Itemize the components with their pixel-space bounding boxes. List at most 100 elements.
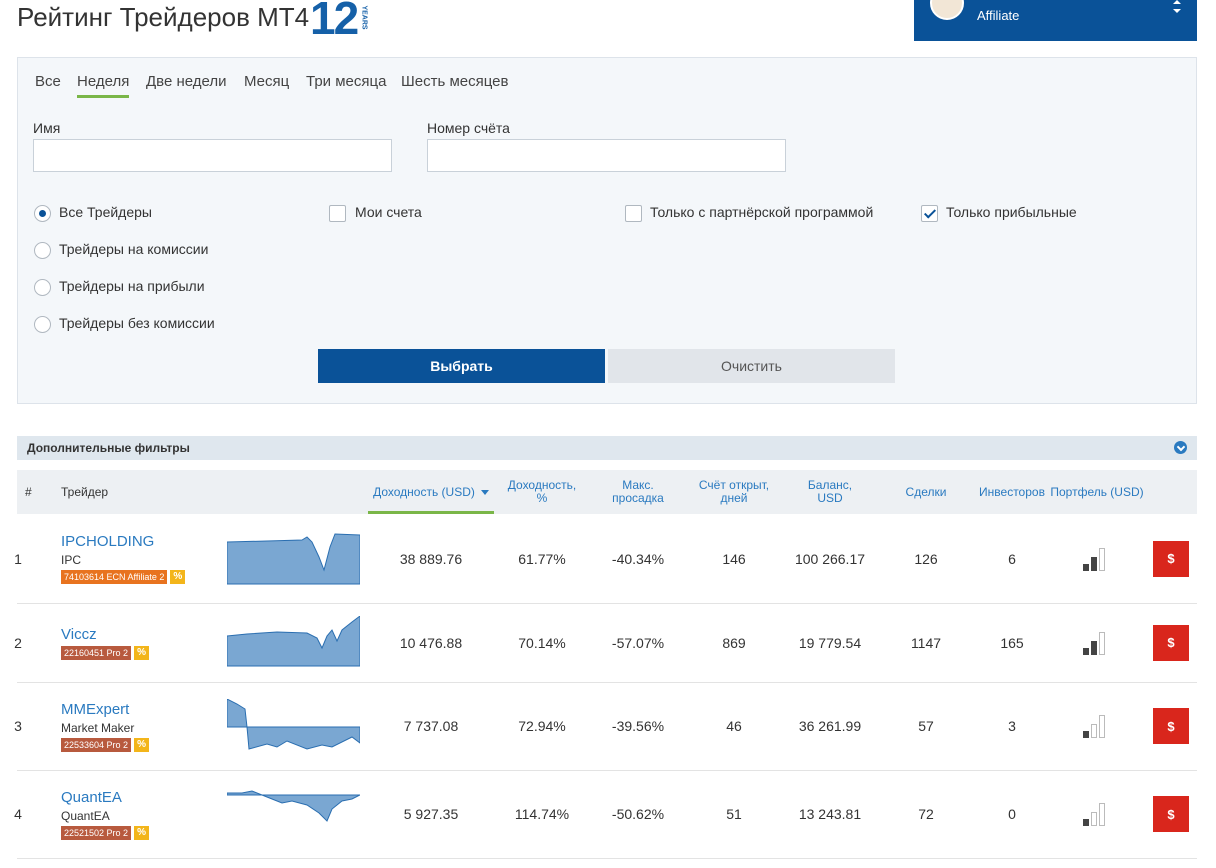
sparkline <box>227 699 360 750</box>
trader-subtitle: QuantEA <box>61 808 110 823</box>
radio[interactable] <box>34 242 51 259</box>
column-header[interactable]: Инвесторов <box>979 484 1045 499</box>
tab[interactable]: Месяц <box>244 73 290 90</box>
invest-button[interactable]: $ <box>1153 708 1189 744</box>
text-input[interactable] <box>33 139 392 172</box>
sparkline-area <box>227 615 360 666</box>
rank: 3 <box>14 718 22 734</box>
badges: 74103614 ECN Affiliate 2% <box>61 570 186 584</box>
portfolio-bar <box>1099 631 1105 655</box>
checkbox[interactable] <box>921 205 938 222</box>
invest-button[interactable]: $ <box>1153 796 1189 832</box>
percent-badge: % <box>134 737 149 752</box>
sparkline <box>227 532 360 584</box>
checkbox[interactable] <box>329 205 346 222</box>
column-header[interactable]: Сделки <box>905 484 947 499</box>
submit-button[interactable]: Выбрать <box>318 349 605 383</box>
percent-badge: % <box>134 825 149 840</box>
cell-profit: 7 737.08 <box>403 718 459 734</box>
column-header[interactable]: Счёт открыт, дней <box>698 478 770 505</box>
badges: 22521502 Pro 2% <box>61 825 149 840</box>
account-badge: 22160451 Pro 2 <box>61 645 132 660</box>
checkbox-label: Только с партнёрской программой <box>650 204 874 220</box>
radio[interactable] <box>34 205 51 222</box>
portfolio-bar <box>1091 556 1097 571</box>
cell-gain: 72.94% <box>518 718 566 734</box>
menu-arrows <box>1173 0 1181 13</box>
portfolio-bar <box>1083 647 1089 655</box>
checkbox-label: Мои счета <box>355 204 422 220</box>
cell-investors: 6 <box>1008 550 1016 567</box>
filter-panel: Все Неделя Две недели Месяц Три месяца Шесть … <box>17 57 1197 404</box>
portfolio-bar <box>1091 812 1097 826</box>
page-title: Рейтинг Трейдеров MT4 <box>17 2 310 32</box>
cell-gain: 70.14% <box>518 634 566 651</box>
field-label: Номер счёта <box>427 120 510 136</box>
tab[interactable]: Все <box>35 73 61 90</box>
portfolio-bar <box>1099 803 1105 826</box>
column-header: Трейдер <box>61 484 109 499</box>
table-row: 2 Viccz 22160451 Pro 2% 10 476.88 70.14% -57.… <box>14 603 1197 683</box>
cell-gain: 114.74% <box>514 806 570 822</box>
column-header[interactable]: Баланс, USD <box>807 478 853 505</box>
cell-days: 46 <box>726 718 742 734</box>
invest-button[interactable]: $ <box>1153 540 1189 577</box>
table-row: 1 IPCHOLDING IPC 74103614 ECN Affiliate 2% 3… <box>14 514 1197 604</box>
field-label: Имя <box>33 120 61 136</box>
tab[interactable]: Три месяца <box>306 73 387 90</box>
user-role: Affiliate <box>977 8 1020 23</box>
radio[interactable] <box>34 279 51 296</box>
column-header[interactable]: Доходность (USD) <box>368 470 494 514</box>
portfolio-icon <box>1083 715 1105 738</box>
cell-drawdown: -39.56% <box>611 718 665 734</box>
column-header[interactable]: Портфель (USD) <box>1050 484 1144 499</box>
radio-label: Трейдеры на прибыли <box>59 278 205 294</box>
trader: IPCHOLDING IPC 74103614 ECN Affiliate 2% <box>61 514 186 603</box>
rank: 2 <box>14 634 22 651</box>
tab[interactable]: Неделя <box>77 73 130 98</box>
trader-name[interactable]: IPCHOLDING <box>61 533 155 550</box>
trader-subtitle: Market Maker <box>61 720 135 735</box>
table-row: 4 QuantEA QuantEA 22521502 Pro 2% 5 927.35 11… <box>14 770 1197 859</box>
user-menu[interactable]: Affiliate <box>914 0 1197 41</box>
cell-investors: 3 <box>1008 718 1016 734</box>
portfolio-icon <box>1083 547 1105 571</box>
cell-profit: 10 476.88 <box>399 634 463 651</box>
trader-name[interactable]: Viccz <box>61 625 97 643</box>
extra-filters-label: Дополнительные фильтры <box>27 441 190 455</box>
cell-investors: 165 <box>1000 634 1024 651</box>
sparkline <box>227 790 360 822</box>
table-header <box>17 470 1197 514</box>
column-header[interactable]: Макс. просадка <box>612 478 664 505</box>
rank: 1 <box>14 550 22 567</box>
cell-drawdown: -57.07% <box>611 634 665 651</box>
radio-label: Трейдеры без комиссии <box>59 315 215 331</box>
cell-trades: 126 <box>914 550 938 567</box>
cell-profit: 5 927.35 <box>403 806 459 822</box>
extra-filters[interactable]: Дополнительные фильтры <box>17 436 1197 460</box>
rank: 4 <box>14 806 22 822</box>
logo: 12 <box>310 0 359 44</box>
table-row: 3 MMExpert Market Maker 22533604 Pro 2% 7 73… <box>14 682 1197 771</box>
account-badge: 22533604 Pro 2 <box>61 737 132 752</box>
radio[interactable] <box>34 316 51 333</box>
trader-name[interactable]: MMExpert <box>61 700 130 718</box>
account-badge: 22521502 Pro 2 <box>61 825 132 840</box>
sparkline <box>227 615 360 666</box>
cell-trades: 57 <box>918 718 934 734</box>
portfolio-bar <box>1091 640 1097 655</box>
tab[interactable]: Две недели <box>146 73 227 90</box>
trader-name[interactable]: QuantEA <box>61 788 122 806</box>
reset-button[interactable]: Очистить <box>608 349 895 383</box>
cell-trades: 1147 <box>910 634 942 651</box>
sparkline-area <box>227 790 360 822</box>
text-input[interactable] <box>427 139 786 172</box>
radio-label: Все Трейдеры <box>59 204 152 220</box>
invest-button[interactable]: $ <box>1153 624 1189 661</box>
cell-days: 146 <box>722 550 746 567</box>
account-badge: 74103614 ECN Affiliate 2 <box>61 570 168 584</box>
checkbox[interactable] <box>625 205 642 222</box>
column-header[interactable]: Доходность, % <box>507 478 577 505</box>
tab[interactable]: Шесть месяцев <box>401 73 509 90</box>
